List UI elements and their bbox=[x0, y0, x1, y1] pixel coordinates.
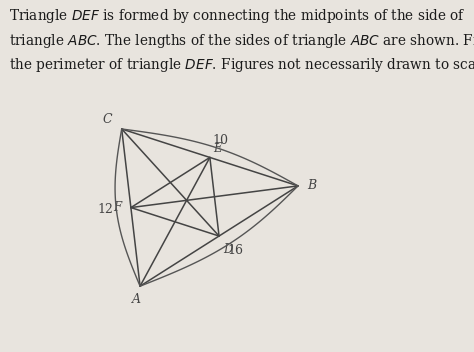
Text: F: F bbox=[114, 201, 122, 214]
Text: triangle $ABC$. The lengths of the sides of triangle $ABC$ are shown. Find: triangle $ABC$. The lengths of the sides… bbox=[9, 32, 474, 50]
Text: E: E bbox=[213, 142, 222, 155]
Text: B: B bbox=[307, 180, 316, 193]
Text: A: A bbox=[132, 293, 141, 306]
Text: C: C bbox=[103, 113, 112, 126]
Text: Triangle $DEF$ is formed by connecting the midpoints of the side of: Triangle $DEF$ is formed by connecting t… bbox=[9, 7, 466, 25]
Text: 12: 12 bbox=[97, 203, 113, 216]
Text: 10: 10 bbox=[212, 133, 228, 146]
Text: 16: 16 bbox=[228, 244, 244, 257]
Text: the perimeter of triangle $DEF$. Figures not necessarily drawn to scale.: the perimeter of triangle $DEF$. Figures… bbox=[9, 56, 474, 74]
Text: D: D bbox=[223, 243, 232, 256]
